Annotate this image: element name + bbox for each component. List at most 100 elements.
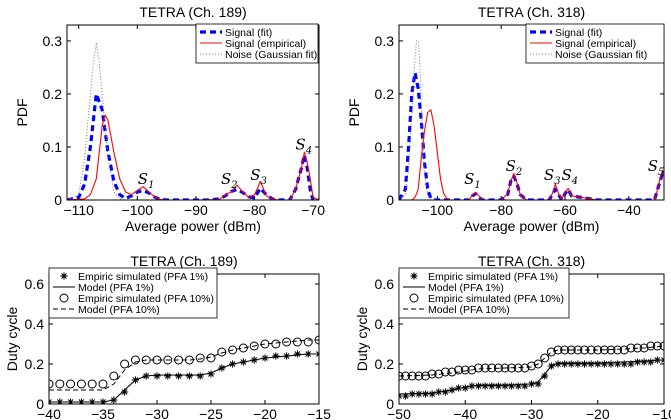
x-tick-label: −40 xyxy=(37,406,61,420)
data-point-circle xyxy=(421,371,430,381)
data-point-circle xyxy=(282,337,292,347)
x-tick-label: −80 xyxy=(243,202,267,218)
data-point-star xyxy=(580,360,589,368)
data-point-star xyxy=(481,382,489,390)
data-point-circle xyxy=(500,363,510,373)
data-point-circle xyxy=(49,379,54,389)
legend-label: Noise (Gaussian fit) xyxy=(555,49,647,61)
legend-label: Signal (fit) xyxy=(225,27,272,39)
y-tick-label: 0.2 xyxy=(375,356,395,372)
data-point-star xyxy=(567,360,575,368)
data-point-circle xyxy=(66,379,76,389)
data-point-star xyxy=(514,382,522,390)
series-line xyxy=(399,71,664,200)
x-tick-label: −15 xyxy=(307,406,331,420)
data-point-circle xyxy=(619,345,629,355)
peak-annotation: S4 xyxy=(561,166,578,187)
x-tick-label: −100 xyxy=(122,202,154,218)
plot-area xyxy=(67,43,319,200)
data-point-circle xyxy=(533,359,543,369)
data-point-star xyxy=(600,360,608,368)
data-point-star xyxy=(554,360,562,368)
data-point-circle xyxy=(527,361,536,371)
data-point-star xyxy=(633,358,642,366)
chart-title: TETRA (Ch. 189) xyxy=(139,4,246,20)
data-point-circle xyxy=(260,339,270,349)
data-point-star xyxy=(293,350,301,358)
x-tick-label: −10 xyxy=(652,406,671,420)
y-tick-label: 0 xyxy=(386,396,394,412)
legend-label: Signal (empirical) xyxy=(225,38,306,50)
series-line xyxy=(67,43,126,200)
data-point-circle xyxy=(98,379,108,389)
data-point-star xyxy=(207,370,215,378)
data-point-star xyxy=(153,372,161,380)
data-point-star xyxy=(421,390,430,398)
data-point-circle xyxy=(228,345,238,355)
legend: Signal (fit)Signal (empirical)Noise (Gau… xyxy=(525,23,665,64)
data-point-star xyxy=(164,372,172,380)
data-point-circle xyxy=(414,371,424,381)
data-point-circle xyxy=(163,355,173,365)
y-tick-label: 0.3 xyxy=(375,33,395,49)
data-point-circle xyxy=(440,367,450,377)
data-point-circle xyxy=(480,363,490,373)
chart-panel: TETRA (Ch. 189) −40 −35 −30 −25 −20 −15 0 0.2 0.4… xyxy=(4,253,331,420)
x-axis-label: Average power (dBm) xyxy=(125,218,261,234)
series-line xyxy=(399,359,664,395)
data-point-circle xyxy=(55,379,65,389)
data-point-star xyxy=(614,360,622,368)
chart-title: TETRA (Ch. 318) xyxy=(478,253,585,269)
x-tick-label: −70 xyxy=(301,202,325,218)
data-point-circle xyxy=(646,341,656,351)
y-axis-label: PDF xyxy=(14,99,30,127)
legend-label: Model (PFA 10%) xyxy=(428,304,510,316)
x-tick-label: −35 xyxy=(91,406,115,420)
data-point-star xyxy=(121,388,129,396)
chart-panel: TETRA (Ch. 318) −50 −40 −30 −20 −10 0 0.2 0.4 0.6… xyxy=(354,253,671,420)
legend-swatch-star xyxy=(410,272,418,280)
data-point-circle xyxy=(271,339,281,349)
series-line xyxy=(399,40,432,200)
y-axis-label: Duty cycle xyxy=(354,307,370,372)
legend-label: Noise (Gaussian fit) xyxy=(225,49,317,61)
legend: Empiric simulated (PFA 1%)Model (PFA 1%)… xyxy=(398,267,570,319)
series-line xyxy=(399,345,664,377)
data-point-circle xyxy=(507,363,517,373)
chart-panel: TETRA (Ch. 318) −100 −80 −60 −40 0 0.1 0.2 0.3 Av… xyxy=(346,4,665,234)
data-point-star xyxy=(587,360,595,368)
y-tick-label: 0.3 xyxy=(43,33,63,49)
data-point-star xyxy=(501,382,509,390)
chart-panel: TETRA (Ch. 189) −110 −100 −90 −80 −70 0 0.1 0.2 0… xyxy=(14,4,325,234)
series-line xyxy=(67,92,319,200)
legend-swatch-circle xyxy=(59,293,69,303)
y-tick-label: 0.2 xyxy=(375,86,395,102)
data-point-circle xyxy=(87,379,97,389)
data-point-star xyxy=(474,382,483,390)
y-tick-label: 0.1 xyxy=(43,139,63,155)
x-tick-label: −50 xyxy=(387,406,411,420)
data-point-star xyxy=(594,360,602,368)
data-point-circle xyxy=(540,353,550,363)
data-point-star xyxy=(441,388,449,396)
x-tick-label: −100 xyxy=(422,202,454,218)
peak-annotation: S1 xyxy=(464,170,481,191)
data-point-star xyxy=(620,360,628,368)
y-tick-label: 0.2 xyxy=(43,86,63,102)
legend-label: Empiric simulated (PFA 10%) xyxy=(78,293,214,305)
y-tick-label: 0 xyxy=(36,396,44,412)
data-point-circle xyxy=(560,345,570,355)
peak-annotation: S4 xyxy=(295,136,312,157)
peak-annotation: S1 xyxy=(138,170,155,191)
legend-label: Model (PFA 10%) xyxy=(78,304,160,316)
x-tick-label: −80 xyxy=(489,202,513,218)
legend-box xyxy=(398,267,570,319)
peak-annotation: S3 xyxy=(544,166,561,187)
y-axis-label: Duty cycle xyxy=(4,307,20,372)
legend-label: Signal (empirical) xyxy=(555,38,636,50)
x-tick-label: −30 xyxy=(145,406,169,420)
data-point-star xyxy=(647,358,655,366)
plot-frame xyxy=(66,24,320,201)
plot-area xyxy=(399,341,664,400)
data-point-star xyxy=(561,360,569,368)
